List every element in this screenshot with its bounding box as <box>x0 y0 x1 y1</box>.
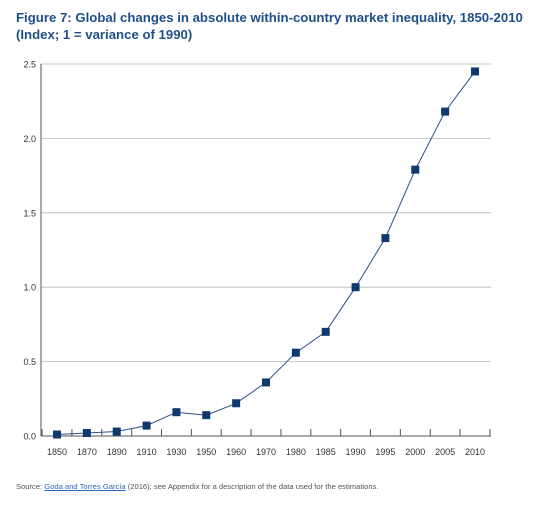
data-point <box>142 421 151 430</box>
y-tick-label: 2.0 <box>23 134 36 144</box>
x-tick-label: 1990 <box>346 447 366 457</box>
x-tick-label: 1960 <box>226 447 246 457</box>
source-link[interactable]: Goda and Torres García <box>44 482 126 491</box>
x-tick-label: 1995 <box>375 447 395 457</box>
y-tick-labels: 0.0 0.5 1.0 1.5 2.0 2.5 <box>23 60 36 442</box>
data-point <box>291 348 300 357</box>
x-tick-label: 1890 <box>107 447 127 457</box>
data-point <box>471 67 479 76</box>
figure-title: Figure 7: Global changes in absolute wit… <box>16 10 523 25</box>
data-point <box>232 399 241 408</box>
x-axis: 1850 1870 1890 1910 1930 1950 1960 1970 1980 1985… <box>40 64 491 457</box>
x-tick-label: 1930 <box>166 447 186 457</box>
x-tick-label: 1985 <box>316 447 336 457</box>
y-tick-label: 1.0 <box>23 283 36 293</box>
figure-subtitle: (Index; 1 = variance of 1990) <box>16 27 193 42</box>
source-note: Source: Goda and Torres García (2016); s… <box>16 482 378 491</box>
data-point <box>411 165 420 174</box>
data-point <box>321 327 330 336</box>
y-tick-label: 0.0 <box>23 432 36 442</box>
x-tick-label: 1950 <box>196 447 216 457</box>
x-tick-label: 1850 <box>47 447 67 457</box>
x-tick-label: 1970 <box>256 447 276 457</box>
data-point <box>172 408 181 417</box>
y-tick-label: 1.5 <box>23 208 36 218</box>
gridlines <box>41 63 491 363</box>
data-point <box>441 107 450 116</box>
data-point <box>202 411 211 420</box>
line-chart: 0.00.51.01.52.02.5 1850 1870 1890 1910 1930 1… <box>23 60 491 457</box>
data-point <box>53 430 61 439</box>
data-point <box>82 429 91 438</box>
data-point <box>351 283 360 292</box>
series-markers <box>53 67 479 439</box>
source-suffix: (2016); see Appendix for a description o… <box>125 482 379 491</box>
x-tick-label: 1980 <box>286 447 306 457</box>
source-prefix: Source: <box>16 482 45 491</box>
x-tick-label: 1870 <box>77 447 97 457</box>
x-tick-label: 2010 <box>465 447 485 457</box>
y-tick-label: 2.5 <box>23 60 36 70</box>
x-tick-label: 2000 <box>405 447 425 457</box>
x-tick-label: 2005 <box>435 447 455 457</box>
y-tick-label: 0.5 <box>23 357 36 367</box>
figure-title-block: Figure 7: Global changes in absolute wit… <box>16 9 536 43</box>
data-point <box>381 234 390 243</box>
x-tick-label: 1910 <box>137 447 157 457</box>
data-point <box>112 427 121 436</box>
data-point <box>262 378 270 387</box>
